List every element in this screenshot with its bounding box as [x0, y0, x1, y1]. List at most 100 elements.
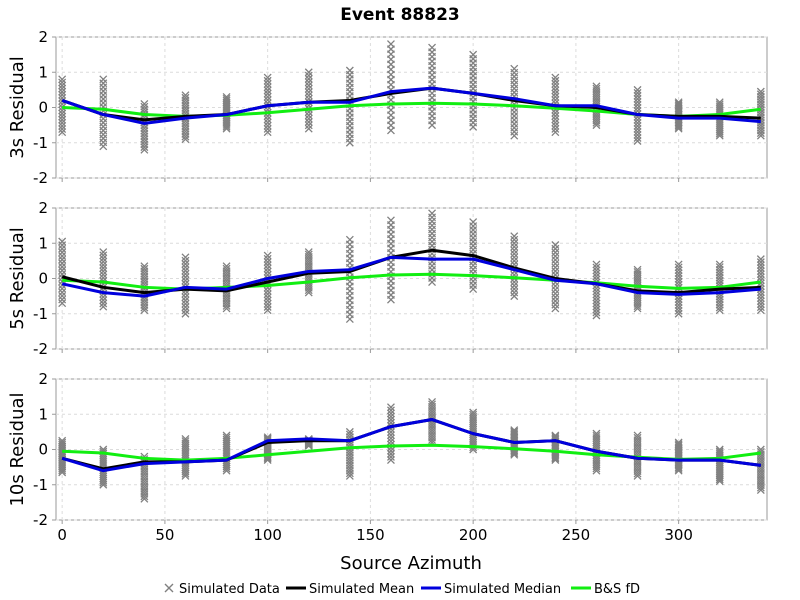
data-point-marker — [756, 87, 765, 96]
data-point-marker — [58, 291, 67, 300]
data-point-marker — [715, 100, 724, 109]
data-point-marker — [181, 269, 190, 278]
data-point-marker — [386, 434, 395, 443]
data-point-marker — [263, 118, 272, 127]
data-point-marker — [181, 303, 190, 312]
data-point-marker — [222, 102, 231, 111]
data-point-marker — [181, 437, 190, 446]
panel-3: -2 -1 0 1 2 10s Residual 0 50 100 150 200 250 300 — [7, 370, 768, 544]
data-point-marker — [58, 464, 67, 473]
y-axis-label: 5s Residual — [7, 227, 28, 330]
legend-label: Simulated Data — [179, 582, 280, 597]
data-point-marker — [58, 75, 67, 84]
data-point-marker — [510, 232, 519, 241]
y-tick-label: 2 — [38, 28, 48, 46]
data-point-marker — [263, 303, 272, 311]
data-point-marker — [715, 464, 724, 473]
data-point-marker — [181, 296, 190, 305]
data-point-marker — [633, 85, 642, 94]
data-point-marker — [674, 309, 683, 318]
data-point-marker — [58, 462, 67, 471]
x-tick-label: 0 — [57, 526, 67, 544]
data-point-marker — [715, 471, 724, 480]
data-point-marker — [263, 258, 272, 266]
data-point-marker — [551, 259, 560, 268]
data-point-marker — [715, 260, 724, 269]
data-point-marker — [386, 449, 395, 458]
data-point-marker — [674, 272, 683, 280]
data-point-marker — [592, 299, 601, 308]
data-point-marker — [674, 301, 683, 310]
data-point-marker — [263, 264, 272, 273]
data-point-marker — [551, 255, 560, 264]
data-point-marker — [99, 254, 108, 263]
data-point-marker — [181, 253, 190, 262]
data-point-marker — [263, 86, 272, 95]
data-point-marker — [345, 235, 354, 244]
y-tick-label: 0 — [38, 99, 48, 117]
x-tick-label: 150 — [356, 526, 385, 544]
data-point-marker — [551, 80, 560, 88]
y-tick-label: -1 — [33, 476, 48, 494]
y-tick-label: -2 — [33, 169, 48, 187]
data-point-marker — [756, 294, 765, 303]
data-point-marker — [222, 106, 231, 114]
data-point-marker — [756, 273, 765, 282]
data-point-marker — [592, 266, 601, 275]
y-tick-label: 1 — [38, 234, 48, 252]
data-point-marker — [58, 121, 67, 130]
data-point-marker — [304, 78, 313, 87]
data-point-marker — [222, 115, 231, 124]
data-point-marker — [263, 115, 272, 124]
data-point-marker — [263, 296, 272, 305]
data-point-marker — [99, 264, 108, 273]
data-point-marker — [345, 430, 354, 439]
data-point-marker — [99, 299, 108, 308]
data-point-marker — [181, 293, 190, 302]
data-point-marker — [386, 446, 395, 455]
data-point-marker — [58, 125, 67, 134]
data-point-marker — [674, 98, 683, 107]
data-point-marker — [551, 86, 560, 95]
chart-legend: Simulated Data Simulated Mean Simulated Me… — [164, 582, 640, 597]
y-tick-label: 2 — [38, 199, 48, 217]
data-point-marker — [222, 431, 231, 440]
data-point-marker — [715, 473, 724, 482]
data-point-marker — [756, 306, 765, 315]
data-point-marker — [551, 76, 560, 85]
data-point-marker — [386, 40, 395, 49]
data-point-marker — [304, 68, 313, 77]
data-point-marker — [386, 403, 395, 412]
data-point-marker — [633, 97, 642, 106]
data-point-marker — [592, 308, 601, 317]
legend-label: B&S fD — [594, 582, 640, 597]
data-point-marker — [592, 302, 601, 311]
data-point-marker — [674, 101, 683, 110]
y-tick-label: 0 — [38, 270, 48, 288]
data-point-marker — [510, 249, 519, 258]
data-point-marker — [510, 278, 519, 286]
data-point-marker — [510, 253, 519, 262]
data-point-marker — [510, 285, 519, 294]
data-point-marker — [592, 305, 601, 314]
data-point-marker — [551, 289, 560, 298]
data-point-marker — [592, 260, 601, 269]
data-point-marker — [99, 302, 108, 311]
data-point-marker — [510, 429, 519, 437]
legend-label: Simulated Median — [444, 582, 561, 597]
data-point-marker — [181, 260, 190, 268]
data-point-marker — [756, 291, 765, 300]
data-point-marker — [633, 94, 642, 103]
legend-item-b-s-fd: B&S fD — [571, 582, 640, 597]
data-point-marker — [715, 467, 724, 476]
data-point-marker — [140, 100, 149, 108]
data-point-marker — [674, 274, 683, 283]
data-point-marker — [674, 440, 683, 449]
data-point-marker — [674, 263, 683, 272]
data-point-marker — [469, 218, 478, 227]
legend-item-simulated-data: Simulated Data — [164, 582, 280, 597]
data-point-marker — [304, 118, 313, 126]
data-point-marker — [140, 264, 149, 273]
data-point-marker — [304, 114, 313, 123]
